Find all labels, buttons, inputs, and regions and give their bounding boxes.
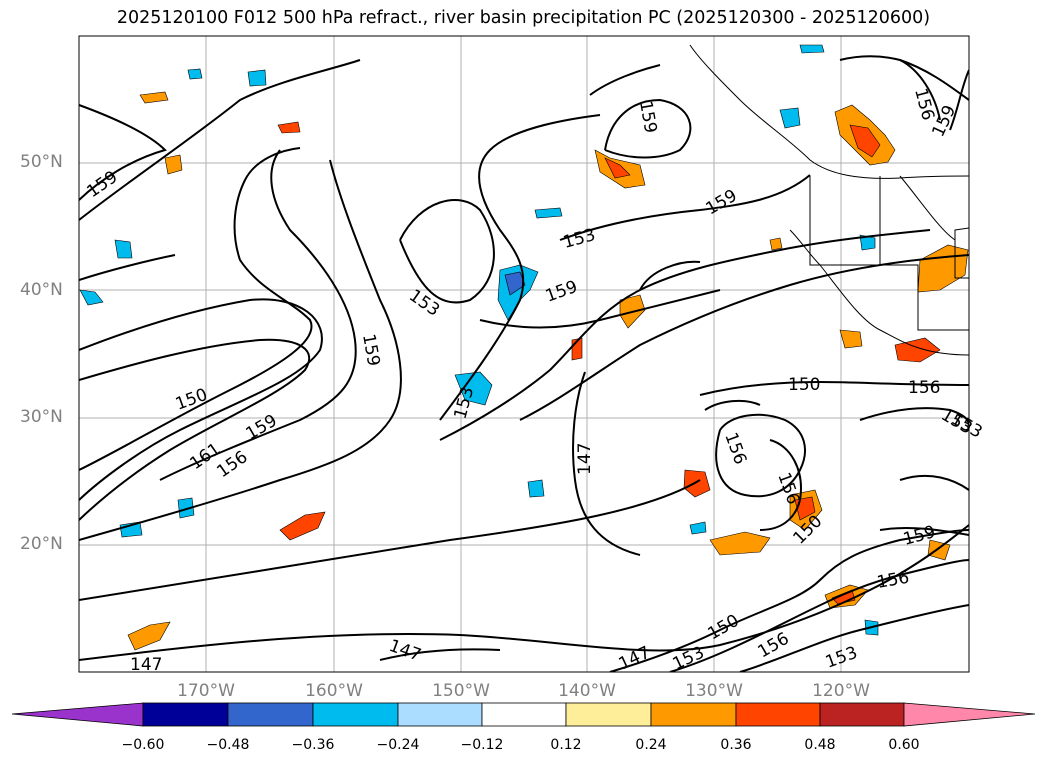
lat-label-50n: 50°N — [20, 152, 63, 172]
colorbar-high-arrow — [903, 702, 1036, 727]
contour-label: 147 — [130, 655, 162, 675]
map-title: 2025120100 F012 500 hPa refract., river … — [116, 8, 931, 28]
colorbar-tick-label: 0.12 — [550, 737, 582, 753]
minor-contours — [689, 44, 969, 356]
lat-label-20n: 20°N — [20, 534, 63, 554]
lat-label-40n: 40°N — [20, 280, 63, 300]
colorbar-segment — [650, 702, 737, 727]
lon-label-130w: 130°W — [685, 681, 743, 701]
colorbar-segment — [397, 702, 483, 727]
colorbar-segment — [227, 702, 314, 727]
colorbar-low-arrow — [11, 702, 144, 727]
colorbar — [11, 702, 1036, 727]
colorbar-segment — [312, 702, 399, 727]
map-area — [79, 36, 969, 672]
colorbar-tick-label: −0.60 — [121, 737, 165, 753]
colorbar-segment — [481, 702, 567, 727]
lon-label-160w: 160°W — [305, 681, 363, 701]
colorbar-tick-label: 0.24 — [635, 737, 667, 753]
lat-label-30n: 30°N — [20, 407, 63, 427]
colorbar-tick-label: −0.36 — [291, 737, 335, 753]
colorbar-tick-label: 0.48 — [804, 737, 836, 753]
colorbar-tick-label: −0.24 — [376, 737, 420, 753]
colorbar-tick-label: −0.12 — [460, 737, 504, 753]
colorbar-tick-label: −0.48 — [206, 737, 250, 753]
colorbar-segment — [735, 702, 821, 727]
height-contours — [79, 55, 969, 672]
colorbar-tick-label: 0.60 — [888, 737, 920, 753]
colorbar-tick-label: 0.36 — [720, 737, 752, 753]
lon-label-150w: 150°W — [432, 681, 490, 701]
colorbar-segment — [565, 702, 652, 727]
lon-label-170w: 170°W — [177, 681, 235, 701]
contour-label: 156 — [908, 378, 940, 398]
lon-label-140w: 140°W — [558, 681, 616, 701]
contour-label: 150 — [788, 375, 820, 395]
contour-label: 147 — [575, 443, 595, 475]
lon-label-120w: 120°W — [812, 681, 870, 701]
colorbar-segment — [142, 702, 229, 727]
colorbar-segment — [819, 702, 905, 727]
precip-shading — [79, 44, 969, 651]
